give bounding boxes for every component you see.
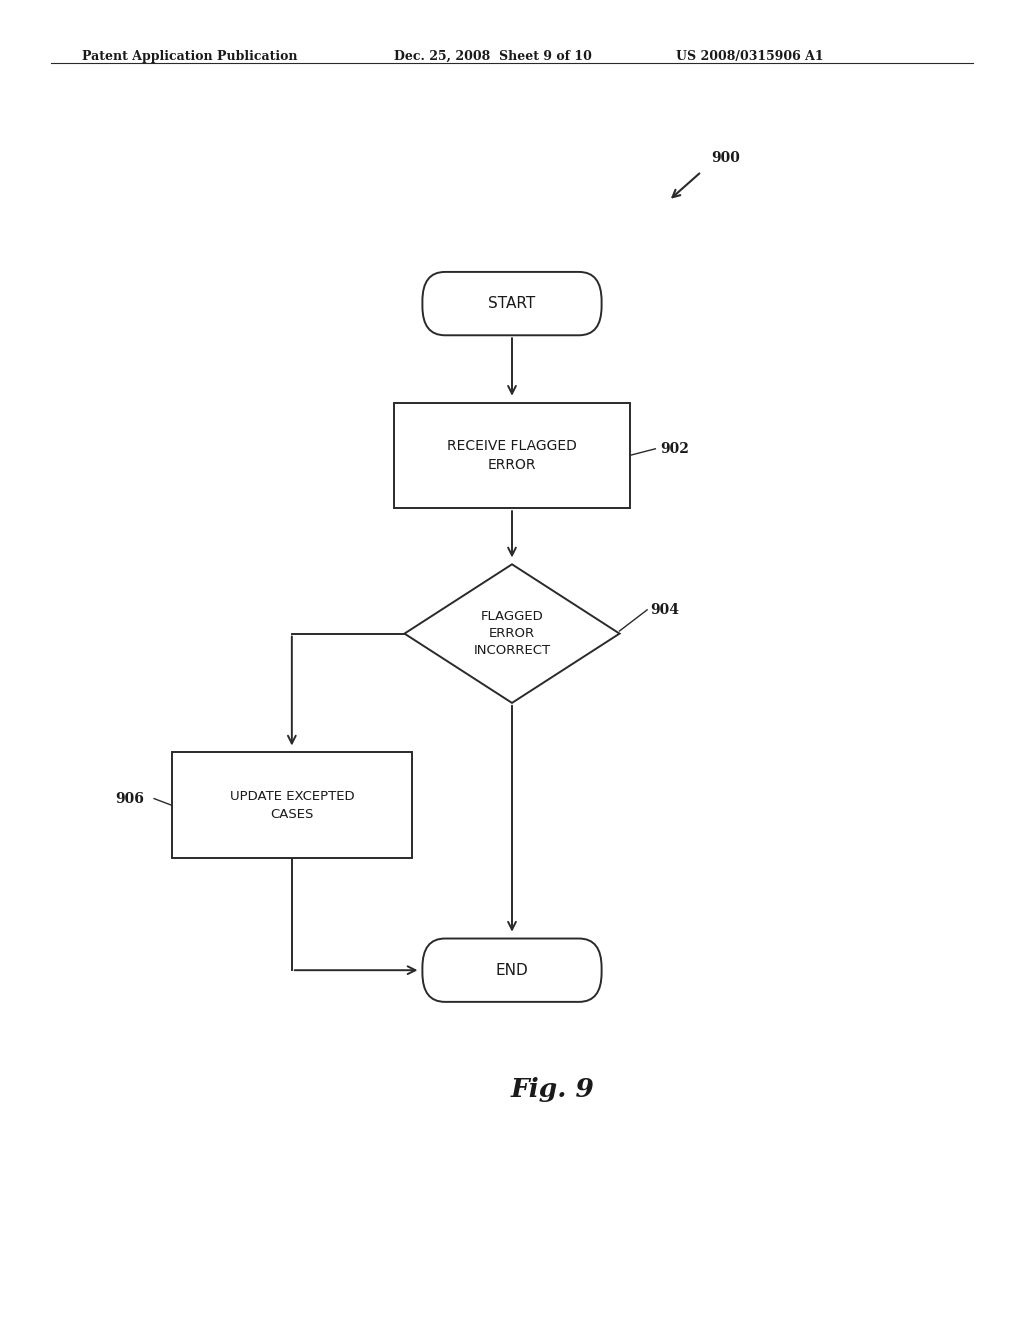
Text: Dec. 25, 2008  Sheet 9 of 10: Dec. 25, 2008 Sheet 9 of 10 <box>394 50 592 63</box>
FancyBboxPatch shape <box>422 939 601 1002</box>
Text: US 2008/0315906 A1: US 2008/0315906 A1 <box>676 50 823 63</box>
Bar <box>171 752 412 858</box>
Bar <box>394 403 630 508</box>
Text: UPDATE EXCEPTED
CASES: UPDATE EXCEPTED CASES <box>229 789 354 821</box>
FancyBboxPatch shape <box>422 272 601 335</box>
Text: 906: 906 <box>115 792 144 805</box>
Text: 900: 900 <box>712 152 740 165</box>
Text: START: START <box>488 296 536 312</box>
Text: END: END <box>496 962 528 978</box>
Text: FLAGGED
ERROR
INCORRECT: FLAGGED ERROR INCORRECT <box>473 610 551 657</box>
Text: Patent Application Publication: Patent Application Publication <box>82 50 297 63</box>
Text: 904: 904 <box>650 603 679 616</box>
Text: Fig. 9: Fig. 9 <box>511 1077 595 1101</box>
Text: 902: 902 <box>660 442 689 455</box>
Text: RECEIVE FLAGGED
ERROR: RECEIVE FLAGGED ERROR <box>447 438 577 473</box>
Polygon shape <box>404 565 620 702</box>
